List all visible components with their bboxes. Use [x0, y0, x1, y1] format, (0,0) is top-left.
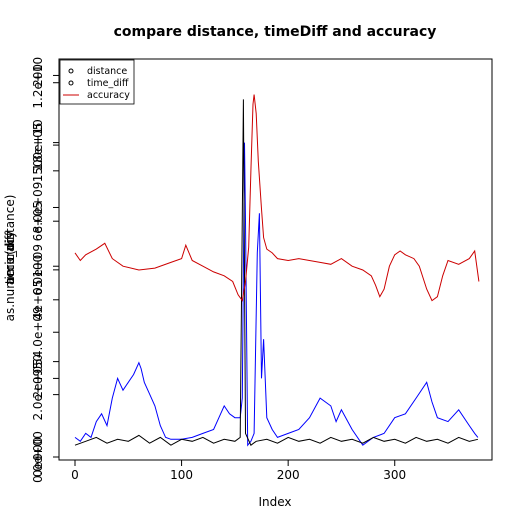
- y-tick-label-0-1: 2.0e+09: [31, 369, 45, 421]
- y-tick-label-0-2: 4.0e+09: [31, 306, 45, 358]
- y-tick-label-0-0: 0.0e+00: [31, 431, 45, 483]
- y-tick-label-2-2: 100: [31, 255, 45, 278]
- y-axis-label-accuracy: accuracy: [3, 231, 17, 285]
- y-axis-label-time-diff: time_diff: [3, 231, 17, 284]
- y-tick-label-0-5: 1.0e+10: [31, 119, 45, 171]
- y-axis-label-distance: as.numeric(distance): [3, 195, 17, 322]
- x-axis-label: Index: [258, 495, 291, 509]
- y-tick-label-0-3: 6.0e+09: [31, 244, 45, 296]
- legend-time-diff-label: time_diff: [87, 78, 129, 89]
- y-tick-label-1-2: 4e+05: [31, 280, 45, 320]
- y-tick-label-2-1: 50: [31, 354, 45, 369]
- y-axes: 0.0e+00 2.0e+09 4.0e+09 6.0e+09 8.0e+09 1.0e+…: [31, 57, 59, 483]
- legend-distance-marker: [68, 68, 74, 74]
- y-tick-label-1-3: 6e+05: [31, 201, 45, 241]
- x-axis: 0 100 200 300: [71, 460, 406, 482]
- series-line-time-diff: [74, 99, 479, 446]
- y-tick-label-2-3: 150: [31, 159, 45, 182]
- y-tick-label-1-1: 2e+05: [31, 358, 45, 398]
- series-layer: [74, 94, 480, 447]
- legend: distance time_diff accuracy: [59, 59, 135, 105]
- y-tick-label-1-0: 0e+00: [31, 437, 45, 477]
- chart-title: compare distance, timeDiff and accuracy: [114, 24, 437, 40]
- y-tick-label-2-4: 200: [31, 64, 45, 87]
- series-line-distance: [74, 142, 479, 447]
- x-tick-label-3: 300: [383, 468, 406, 482]
- legend-distance-label: distance: [87, 66, 127, 77]
- y-tick-label-0-4: 8.0e+09: [31, 182, 45, 234]
- legend-accuracy-label: accuracy: [87, 90, 130, 101]
- plot-box: [58, 58, 493, 461]
- y-tick-label-1-4: 8e+05: [31, 122, 45, 162]
- x-tick-label-0: 0: [71, 468, 79, 482]
- y-tick-label-2-0: 0: [31, 453, 45, 461]
- y-tick-label-0-6: 1.2e+10: [31, 57, 45, 109]
- legend-time-diff-marker: [68, 80, 74, 86]
- series-line-accuracy: [74, 94, 480, 302]
- x-tick-label-1: 100: [170, 468, 193, 482]
- x-tick-label-2: 200: [277, 468, 300, 482]
